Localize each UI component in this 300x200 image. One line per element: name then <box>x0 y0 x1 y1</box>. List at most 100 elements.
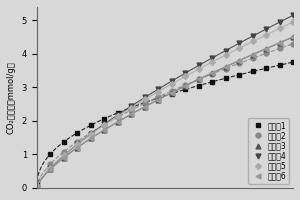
实施备1 <box>170 92 173 95</box>
实施备4 <box>278 21 281 23</box>
实施备4 <box>197 64 200 67</box>
实施备2 <box>89 131 93 134</box>
实施备4 <box>251 35 254 37</box>
实施备4 <box>89 133 93 135</box>
实施备4 <box>210 57 214 59</box>
实施备1 <box>89 124 93 126</box>
实施备1 <box>62 141 66 143</box>
实施备1 <box>116 112 120 114</box>
实施备1 <box>183 88 187 91</box>
实施备6 <box>35 185 39 188</box>
实施备6 <box>156 98 160 101</box>
实施备3 <box>237 59 241 62</box>
实施备3 <box>251 53 254 56</box>
实施备6 <box>76 146 79 149</box>
实施备4 <box>76 143 79 145</box>
实施备2 <box>103 123 106 126</box>
实施备4 <box>143 96 146 99</box>
实施备4 <box>264 28 268 30</box>
实施备4 <box>183 72 187 74</box>
实施备6 <box>237 59 241 62</box>
实施备1 <box>156 97 160 99</box>
Line: 实施备4: 实施备4 <box>34 13 296 189</box>
实施备2 <box>76 140 79 143</box>
实施备3 <box>103 129 106 131</box>
实施备3 <box>264 47 268 50</box>
实施备2 <box>291 43 295 45</box>
实施备2 <box>237 62 241 65</box>
实施备5 <box>224 54 227 56</box>
实施备2 <box>264 52 268 55</box>
Line: 实施备5: 实施备5 <box>35 20 295 189</box>
实施备1 <box>143 101 146 104</box>
实施备1 <box>76 132 79 134</box>
实施备6 <box>291 36 295 38</box>
实施备6 <box>251 53 254 56</box>
实施备5 <box>103 124 106 126</box>
实施备3 <box>156 98 160 101</box>
实施备5 <box>62 154 66 157</box>
实施备2 <box>210 73 214 75</box>
实施备5 <box>278 27 281 30</box>
实施备2 <box>278 47 281 50</box>
实施备5 <box>170 83 173 85</box>
实施备1 <box>197 84 200 87</box>
Line: 实施备6: 实施备6 <box>34 35 296 189</box>
实施备5 <box>129 106 133 109</box>
实施备4 <box>35 185 39 188</box>
实施备3 <box>76 146 79 149</box>
实施备2 <box>224 67 227 70</box>
实施备4 <box>237 42 241 44</box>
实施备3 <box>143 106 146 108</box>
实施备1 <box>237 74 241 76</box>
实施备4 <box>170 80 173 82</box>
实施备1 <box>129 106 133 109</box>
实施备6 <box>210 72 214 74</box>
实施备5 <box>156 90 160 93</box>
Line: 实施备3: 实施备3 <box>34 35 296 189</box>
Y-axis label: CO₂吸附量（mmol/g）: CO₂吸附量（mmol/g） <box>7 61 16 134</box>
实施备5 <box>76 143 79 146</box>
实施备2 <box>129 109 133 111</box>
实施备1 <box>251 70 254 73</box>
实施备6 <box>197 78 200 81</box>
实施备2 <box>183 84 187 86</box>
实施备3 <box>129 113 133 115</box>
实施备1 <box>49 153 52 155</box>
实施备3 <box>197 78 200 81</box>
实施备3 <box>89 137 93 140</box>
实施备6 <box>62 156 66 159</box>
实施备5 <box>35 185 39 188</box>
实施备5 <box>237 47 241 49</box>
实施备2 <box>116 116 120 118</box>
Line: 实施备1: 实施备1 <box>34 60 296 184</box>
实施备2 <box>156 96 160 98</box>
实施备4 <box>129 105 133 107</box>
实施备1 <box>278 64 281 66</box>
实施备5 <box>264 34 268 36</box>
实施备3 <box>278 42 281 44</box>
实施备2 <box>143 102 146 105</box>
实施备6 <box>264 47 268 50</box>
实施备2 <box>170 90 173 92</box>
实施备5 <box>89 133 93 136</box>
实施备1 <box>224 77 227 79</box>
实施备4 <box>156 88 160 90</box>
实施备1 <box>103 117 106 120</box>
实施备2 <box>35 184 39 187</box>
实施备5 <box>143 98 146 101</box>
Legend: 实施备1, 实施备2, 实施备3, 实施备4, 实施备5, 实施备6: 实施备1, 实施备2, 实施备3, 实施备4, 实施备5, 实施备6 <box>248 118 289 184</box>
实施备3 <box>291 36 295 38</box>
实施备6 <box>49 168 52 170</box>
实施备3 <box>170 91 173 94</box>
实施备4 <box>62 154 66 157</box>
实施备6 <box>103 129 106 131</box>
实施备6 <box>224 66 227 68</box>
实施备2 <box>62 151 66 153</box>
实施备5 <box>291 21 295 23</box>
实施备5 <box>116 115 120 117</box>
实施备3 <box>62 156 66 159</box>
实施备3 <box>183 85 187 87</box>
实施备5 <box>210 61 214 63</box>
实施备6 <box>143 106 146 108</box>
